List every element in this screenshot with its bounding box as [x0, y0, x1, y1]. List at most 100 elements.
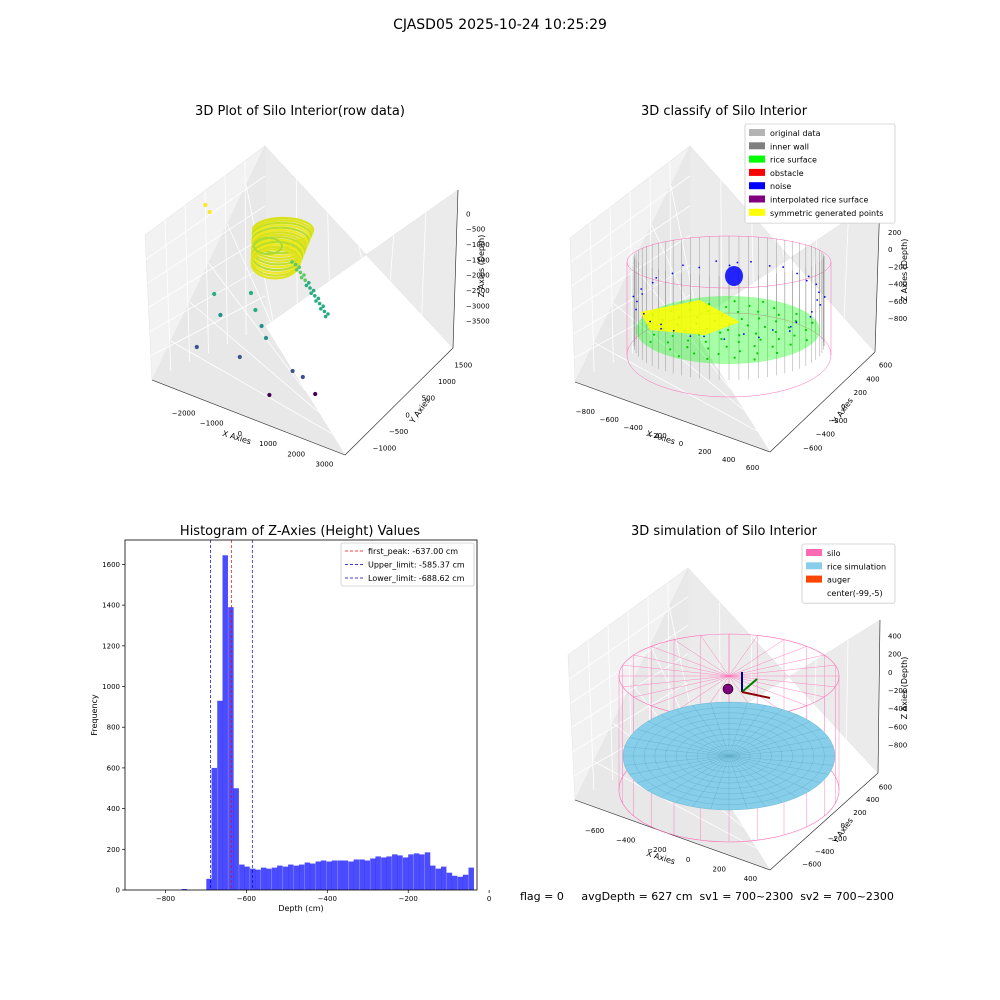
panel2-noise-point — [818, 291, 820, 294]
panel4-rice-mesh-spoke — [660, 714, 730, 757]
panel1-data-point — [303, 278, 308, 283]
panel1-data-point — [317, 301, 322, 306]
panel2-rice-surface-point — [693, 352, 696, 355]
panel2-noise-point — [823, 296, 826, 298]
panel2-grid-line — [593, 342, 757, 432]
panel2-noise-point — [689, 335, 692, 338]
status-footer: flag = 0 avgDepth = 627 cm sv1 = 700~230… — [520, 890, 894, 903]
panel2-legend-swatch — [749, 155, 765, 163]
panel2-noise-point — [642, 312, 645, 315]
panel2-noise-point — [671, 272, 674, 275]
panel4-rice-mesh-spoke — [728, 755, 766, 807]
panel4-legend-label: auger — [827, 576, 851, 585]
panel2-rice-surface-point — [671, 334, 674, 338]
panel3-histogram-bar — [419, 854, 425, 890]
panel1-data-point — [313, 294, 317, 298]
panel3-histogram-bar — [206, 878, 212, 890]
panel3-legend-label: first_peak: -637.00 cm — [368, 547, 458, 556]
panel3-histogram-bar — [211, 767, 218, 890]
panel2-noise-point — [655, 276, 658, 279]
panel4-rice-mesh-spoke — [728, 709, 783, 757]
panel2-grid-line — [720, 180, 723, 304]
panel2-noise-point — [641, 293, 644, 295]
panel3-y-tick-label: 0 — [116, 887, 120, 895]
panel1-y-axis-line — [344, 347, 454, 456]
panel2-z-tick-label: −800 — [888, 315, 907, 323]
panel2-noise-point — [698, 266, 701, 269]
panel1-data-point — [316, 296, 321, 301]
panel4-legend-label: center(-99,-5) — [827, 589, 883, 598]
panel4-silo-spoke — [728, 639, 785, 677]
panel2-rice-surface-point — [754, 332, 758, 335]
panel1-y-tick-label: 1000 — [438, 378, 456, 386]
panel2-rice-surface-point — [720, 337, 723, 341]
panel4-rice-mesh-spoke — [710, 702, 730, 757]
panel4-rice-mesh-spoke — [728, 755, 811, 791]
panel2-noise-point — [632, 295, 635, 298]
panel4-silo-spoke — [633, 675, 730, 698]
panel2-rice-surface-point — [669, 348, 672, 351]
panel4-z-tick-label: 400 — [888, 632, 901, 640]
panel2-rice-surface-point — [759, 338, 762, 341]
panel1-data-point — [326, 312, 330, 316]
panel2-noise-point — [660, 327, 662, 330]
panel1-grid-line — [208, 262, 306, 391]
panel2-noise-point — [815, 283, 818, 286]
panel1-data-point — [302, 273, 306, 277]
panel4-axis-arrow-x — [741, 691, 771, 699]
panel2-x-tick-label: −800 — [576, 408, 595, 416]
panel1-data-point — [253, 307, 258, 313]
panel1-z-axis-line — [452, 189, 459, 349]
panel3-histogram-bar — [430, 865, 436, 890]
panel4-z-axis-line — [877, 619, 881, 774]
panel2-rice-surface-point — [757, 317, 761, 320]
panel3-histogram-bar — [462, 874, 469, 890]
panel4-x-tick-label: 0 — [686, 856, 690, 864]
panel3-histogram-bar — [271, 867, 278, 890]
panel3-histogram-bar — [375, 856, 381, 890]
panel2-y-tick-label: 400 — [866, 375, 879, 383]
panel3-histogram-bar — [217, 700, 223, 890]
panel2-noise-point — [796, 272, 799, 275]
panel2-z-tick-label: 0 — [888, 246, 892, 254]
panel1-y-tick-label: −1000 — [373, 444, 397, 452]
panel1-data-point — [237, 354, 242, 360]
panel4-z-tick-label: 200 — [888, 651, 901, 659]
panel1-z-tick-label: −3000 — [466, 302, 490, 310]
panel1-data-point — [290, 260, 294, 264]
panel1-x-tick-label: 3000 — [315, 461, 333, 469]
panel2-noise-point — [651, 281, 654, 284]
panel3-histogram-bar — [353, 859, 360, 890]
panel1-data-point — [267, 392, 272, 398]
panel2-x-tick-label: 200 — [698, 448, 711, 456]
panel4-silo-spoke — [651, 646, 730, 677]
panel4-axis-arrow-y — [741, 678, 758, 693]
panel2-x-tick-label: 400 — [722, 456, 735, 464]
panel2-rice-surface-point — [708, 303, 711, 306]
panel4-y-tick-label: −400 — [815, 848, 834, 856]
panel4-silo-spoke — [728, 675, 825, 698]
panel4-rice-mesh-spoke — [728, 755, 829, 775]
panel2-noise-point — [816, 299, 819, 301]
panel2-x-axis-line — [574, 381, 771, 453]
panel2-rice-surface-point — [707, 347, 710, 350]
panel2-noise-point — [789, 325, 792, 328]
panel3-histogram-bar — [440, 866, 447, 890]
panel4-y-tick-label: 200 — [853, 809, 866, 817]
panel1-data-point — [323, 314, 328, 319]
panel3-histogram-bar — [309, 863, 316, 890]
panel2-rice-surface-point — [666, 341, 670, 344]
panel2-x-tick-label: −400 — [624, 424, 643, 432]
panel1-data-point — [207, 209, 212, 215]
panel3-histogram-bar — [397, 855, 403, 890]
panel2-rice-surface-point — [804, 328, 808, 332]
panel3-histogram-bar — [392, 854, 398, 890]
panel3-histogram-bar — [468, 867, 474, 890]
panel2-legend-swatch — [749, 168, 765, 176]
panel4-y-tick-label: −600 — [802, 861, 821, 869]
panel2-x-tick-label: −600 — [600, 416, 619, 424]
panel1-y-tick-label: 0 — [405, 411, 409, 419]
panel2-y-tick-label: 600 — [879, 362, 892, 370]
panel2-rice-surface-point — [789, 343, 792, 346]
